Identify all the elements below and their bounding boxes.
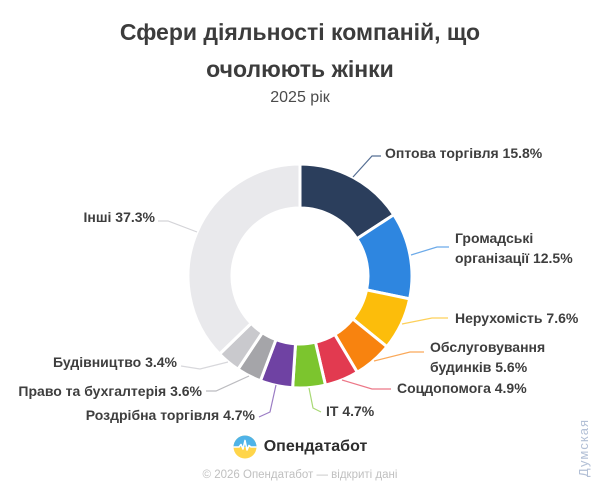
slice-label-1-line1: Громадські xyxy=(455,230,533,246)
donut-slice-9[interactable] xyxy=(186,162,302,356)
brand-footer[interactable]: Опендатабот xyxy=(0,435,600,459)
slice-label-6: Роздрібна торгівля 4.7% xyxy=(86,407,256,423)
opendatabot-logo-icon xyxy=(233,435,257,459)
slice-label-9: Інші 37.3% xyxy=(84,209,156,225)
slice-label-7: Право та бухгалтерія 3.6% xyxy=(18,383,202,399)
slice-label-3-line2: будинків 5.6% xyxy=(430,359,528,375)
slice-label-4: Соцдопомога 4.9% xyxy=(397,380,527,396)
brand-name: Опендатабот xyxy=(263,438,368,455)
slice-label-5: IT 4.7% xyxy=(326,403,375,419)
leader-line-9 xyxy=(158,220,198,233)
slice-label-3-line1: Обслуговування xyxy=(430,339,545,355)
leader-line-1 xyxy=(410,246,449,256)
leader-line-6 xyxy=(258,384,277,418)
leader-line-5 xyxy=(308,387,322,413)
chart-title-line1: Сфери діяльності компаній, що xyxy=(119,19,481,45)
leader-line-2 xyxy=(401,317,448,325)
chart-title: Сфери діяльності компаній, що очолюють ж… xyxy=(0,14,600,88)
chart-subtitle: 2025 рік xyxy=(270,89,330,106)
slice-label-2: Нерухомість 7.6% xyxy=(455,310,579,326)
leader-line-3 xyxy=(373,351,424,362)
leader-line-4 xyxy=(341,379,391,390)
leader-line-0 xyxy=(352,155,381,178)
slice-label-1-line2: організації 12.5% xyxy=(455,250,573,266)
leader-line-8 xyxy=(180,361,229,370)
leader-line-7 xyxy=(206,375,250,392)
watermark: Думская xyxy=(576,418,591,478)
slice-label-8: Будівництво 3.4% xyxy=(53,354,178,370)
slice-label-0: Оптова торгівля 15.8% xyxy=(385,145,543,161)
chart-title-line2: очолюють жінки xyxy=(206,56,394,82)
copyright-line: © 2026 Опендатабот — відкриті дані xyxy=(202,469,398,481)
